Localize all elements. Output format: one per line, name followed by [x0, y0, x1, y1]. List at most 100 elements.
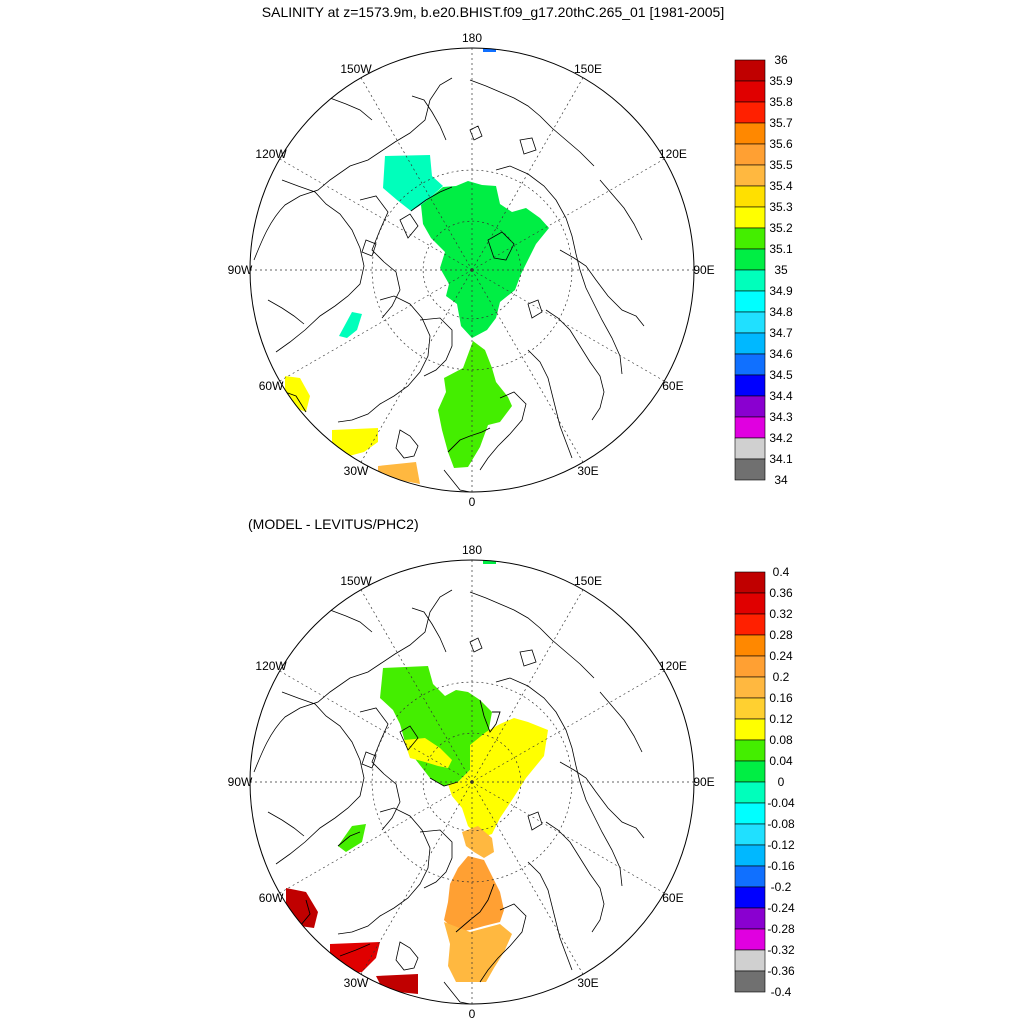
colorbar-label: 0.12: [769, 712, 793, 726]
salinity-map-boundary: [249, 47, 695, 493]
colorbar-swatch: [734, 59, 766, 82]
colorbar-swatch: [734, 332, 766, 355]
map-overlays: 180150E120E90E60E30E030W60W90W120W150W18…: [228, 31, 715, 1021]
longitude-label: 90W: [228, 263, 253, 277]
difference-graticule: 180 150E 120E 90E 60E 30E 0 30W 60W 90W 120W 150W: [228, 543, 715, 1021]
colorbar-swatch: [734, 613, 766, 636]
colorbar-swatch: [734, 886, 766, 909]
longitude-label: 120E: [659, 659, 687, 673]
longitude-label: 60W: [259, 379, 284, 393]
colorbar-swatch: [734, 269, 766, 292]
salinity-colorbar: 36 35.9 35.8 35.7 35.6 35.5 35.4 35.3 35.2 35.1 35…: [734, 53, 793, 487]
difference-map-panel: [253, 560, 645, 1004]
salinity-graticule: 180 150E 120E 90E 60E 30E 0 30W 60W 90W 120W 150W: [228, 31, 715, 509]
meridian-line: [279, 269, 473, 382]
colorbar-swatch: [734, 458, 766, 481]
colorbar-swatch: [734, 949, 766, 972]
colorbar-label: 0.36: [769, 586, 793, 600]
colorbar-label: 35.4: [769, 179, 793, 193]
field-eurasian-0-12: [448, 718, 548, 838]
contour-lines: [299, 699, 501, 957]
colorbar-swatch: [734, 739, 766, 762]
colorbar-swatch: [734, 970, 766, 993]
colorbar-label: -0.16: [767, 859, 795, 873]
longitude-label: 60E: [662, 379, 683, 393]
colorbar-label: 0.4: [773, 565, 790, 579]
coastlines: [253, 589, 645, 1004]
colorbar-swatch: [734, 928, 766, 951]
colorbar-swatch: [734, 655, 766, 678]
difference-colorbar: 0.4 0.36 0.32 0.28 0.24 0.2 0.16 0.12 0.08 0.04 0 -…: [734, 565, 795, 999]
meridian-line: [279, 158, 473, 271]
longitude-label: 60W: [259, 891, 284, 905]
colorbar-label: 34.6: [769, 347, 793, 361]
colorbar-label: 34.7: [769, 326, 793, 340]
colorbar-label: 36: [774, 53, 788, 67]
longitude-label: 150W: [340, 574, 372, 588]
latitude-circle-inner: [422, 732, 522, 832]
colorbar-label: 34.4: [769, 389, 793, 403]
colorbar-swatch: [734, 571, 766, 594]
colorbar-label: 0.16: [769, 691, 793, 705]
colorbar-label: -0.24: [767, 901, 795, 915]
field-arctic-0-12: [404, 738, 452, 768]
colorbar-label: 34.1: [769, 452, 793, 466]
field-arctic-0-04: [380, 666, 492, 786]
field-atlantic-0-4: [376, 974, 418, 994]
longitude-label: 120W: [255, 147, 287, 161]
difference-field: [286, 560, 548, 994]
colorbar-label: -0.36: [767, 964, 795, 978]
latitude-circle: [371, 681, 573, 883]
meridian-line: [360, 589, 473, 783]
meridian-line: [471, 77, 584, 271]
colorbar-swatch: [734, 865, 766, 888]
colorbar-label: -0.28: [767, 922, 795, 936]
colorbar-label: 34.8: [769, 305, 793, 319]
colorbar-label: 34.5: [769, 368, 793, 382]
colorbar-swatch: [734, 374, 766, 397]
colorbars: 36 35.9 35.8 35.7 35.6 35.5 35.4 35.3 35.2 35.1 35…: [734, 53, 795, 999]
colorbar-label: 35.7: [769, 116, 793, 130]
field-baffin-0-04: [338, 824, 366, 852]
meridian-line: [471, 781, 665, 894]
field-arctic-35-1: [421, 181, 549, 338]
colorbar-label: 35.9: [769, 74, 793, 88]
longitude-label: 90E: [693, 263, 714, 277]
meridian-line: [360, 269, 473, 463]
meridian-line: [471, 269, 584, 463]
figure-title: SALINITY at z=1573.9m, b.e20.BHIST.f09_g…: [262, 4, 724, 20]
colorbar-label: 0.2: [773, 670, 790, 684]
colorbar-label: 0.24: [769, 649, 793, 663]
field-baffin-34-9: [339, 312, 362, 338]
colorbar-label: 0.04: [769, 754, 793, 768]
field-nordic-0-2: [462, 826, 494, 858]
colorbar-swatch: [734, 907, 766, 930]
colorbar-label: 35.3: [769, 200, 793, 214]
colorbar-label: -0.4: [771, 985, 792, 999]
meridian-line: [471, 781, 584, 975]
colorbar-swatch: [734, 311, 766, 334]
salinity-field: [285, 48, 549, 484]
difference-map-boundary: [249, 559, 695, 1005]
colorbar-swatch: [734, 781, 766, 804]
colorbar-swatch: [734, 353, 766, 376]
colorbar-swatch: [734, 697, 766, 720]
colorbar-swatch: [734, 844, 766, 867]
colorbar-swatch: [734, 823, 766, 846]
longitude-label: 0: [469, 495, 476, 509]
colorbar-swatch: [734, 802, 766, 825]
field-labrador-0-4: [286, 888, 318, 928]
colorbar-swatch: [734, 122, 766, 145]
colorbar-label: -0.04: [767, 796, 795, 810]
colorbar-swatch: [734, 143, 766, 166]
latitude-circle-inner: [422, 220, 522, 320]
colorbar-swatch: [734, 760, 766, 783]
colorbar-swatch: [734, 718, 766, 741]
meridian-line: [471, 589, 584, 783]
colorbar-swatch: [734, 80, 766, 103]
meridian-line: [471, 269, 665, 382]
longitude-label: 180: [462, 543, 482, 557]
difference-title: (MODEL - LEVITUS/PHC2): [248, 516, 419, 532]
colorbar-swatch: [734, 185, 766, 208]
